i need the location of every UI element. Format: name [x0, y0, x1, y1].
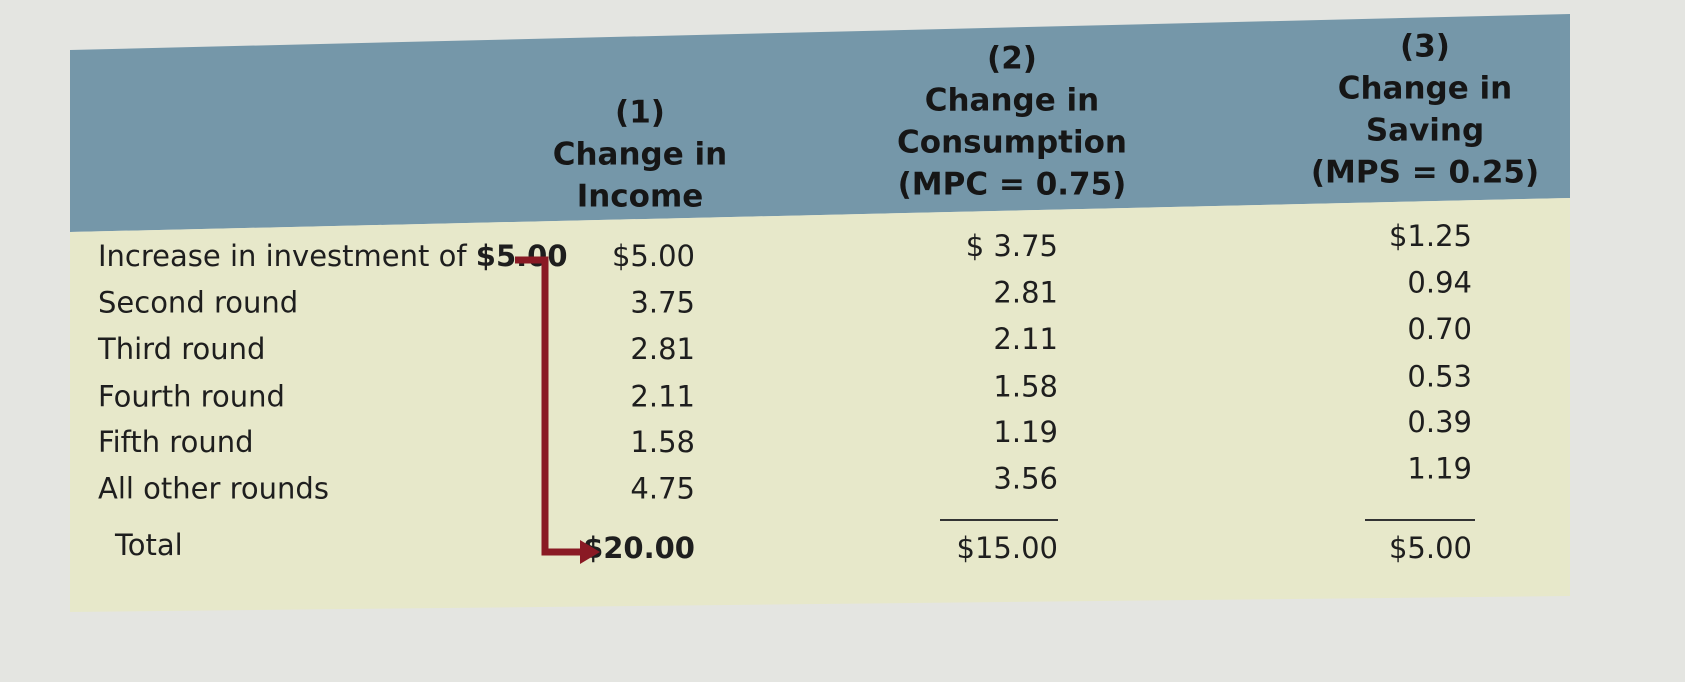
column-header: (3) [1400, 29, 1450, 65]
cell: 2.81 [993, 276, 1058, 310]
cell: 2.11 [630, 380, 695, 414]
cell: 2.11 [993, 322, 1058, 356]
cell: 0.53 [1407, 360, 1472, 394]
row-label-text: Fifth round [98, 425, 254, 459]
cell: 2.81 [630, 332, 695, 366]
column-header: Income [577, 179, 704, 215]
column-header: (1) [615, 95, 665, 131]
cell: 0.39 [1407, 405, 1472, 439]
cell: 1.19 [1407, 452, 1472, 486]
row-label: All other rounds [98, 472, 329, 506]
column-header: Change in [553, 137, 728, 173]
column-header: (MPS = 0.25) [1311, 155, 1539, 191]
cell: $1.25 [1389, 219, 1472, 253]
cell: 1.58 [630, 425, 695, 459]
row-label: Second round [98, 286, 298, 320]
row-label-text: Second round [98, 286, 298, 320]
column-header: Saving [1366, 113, 1484, 149]
table: (1) Change in Income (2) Change in Consumptio… [97, 29, 1539, 566]
total-cell: $20.00 [583, 531, 695, 565]
total-cell: $15.00 [957, 531, 1058, 565]
column-header: Consumption [897, 125, 1127, 161]
cell: $5.00 [612, 239, 695, 273]
row-label-text: Fourth round [98, 380, 285, 414]
row-label: Third round [97, 332, 265, 366]
multiplier-arrow [515, 256, 600, 564]
row-label-text: Increase in investment of [98, 239, 467, 273]
total-label: Total [114, 528, 183, 562]
header-band [70, 14, 1570, 232]
row-label-amount: $5.00 [476, 239, 568, 273]
total-cell: $5.00 [1389, 531, 1472, 565]
body-band [70, 198, 1570, 612]
cell: 3.75 [630, 286, 695, 320]
cell: 1.58 [993, 370, 1058, 404]
column-header: Change in [1338, 71, 1513, 107]
bracket [515, 256, 585, 556]
column-header: (MPC = 0.75) [898, 167, 1127, 203]
cell: 4.75 [630, 472, 695, 506]
row-label: Increase in investment of $5.00 [98, 239, 568, 273]
cell: $ 3.75 [966, 229, 1058, 263]
cell: 0.70 [1407, 312, 1472, 346]
arrow-head [580, 540, 600, 564]
cell: 0.94 [1407, 266, 1472, 300]
row-label: Fourth round [98, 380, 285, 414]
row-label-text: All other rounds [98, 472, 329, 506]
cell: 1.19 [993, 415, 1058, 449]
cell: 3.56 [993, 462, 1058, 496]
row-label: Fifth round [98, 425, 254, 459]
column-header: (2) [987, 41, 1037, 77]
row-label-text: Third round [97, 332, 265, 366]
column-header: Change in [925, 83, 1100, 119]
